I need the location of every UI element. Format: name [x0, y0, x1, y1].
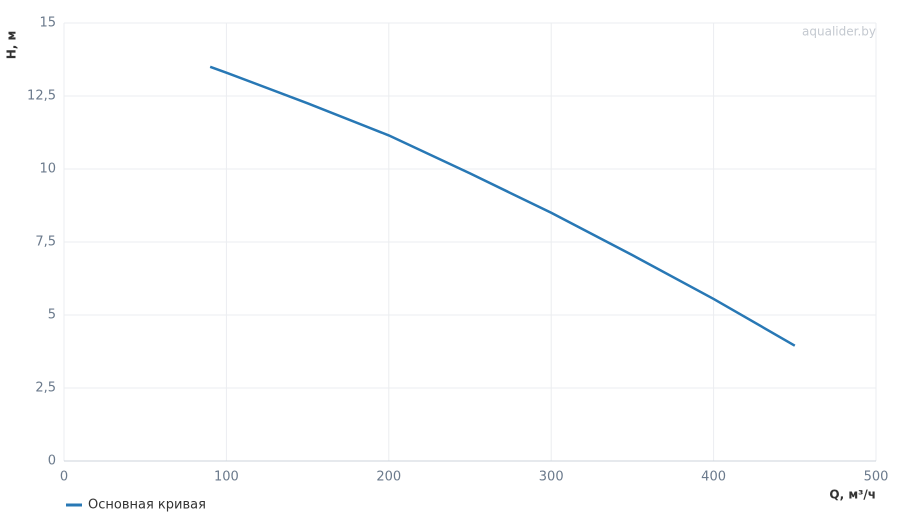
y-tick-label: 12,5: [27, 89, 56, 104]
x-tick-label: 200: [376, 470, 401, 485]
line: [209, 65, 796, 347]
x-axis-label: Q, м³/ч: [829, 488, 876, 502]
y-axis-label: H, м: [5, 31, 19, 60]
x-tick-label: 400: [701, 470, 726, 485]
y-tick-label: 0: [48, 454, 56, 469]
y-tick-label: 2,5: [35, 381, 56, 396]
x-tick-label: 300: [539, 470, 564, 485]
y-tick-label: 7,5: [35, 235, 56, 250]
legend-label: Основная кривая: [88, 498, 206, 513]
x-tick-label: 500: [864, 470, 889, 485]
x-tick-label: 100: [214, 470, 239, 485]
y-tick-label: 5: [48, 308, 56, 323]
watermark: aqualider.by: [802, 25, 876, 39]
y-tick-label: 10: [39, 162, 56, 177]
x-tick-label: 0: [60, 470, 68, 485]
y-tick-label: 15: [39, 16, 56, 31]
